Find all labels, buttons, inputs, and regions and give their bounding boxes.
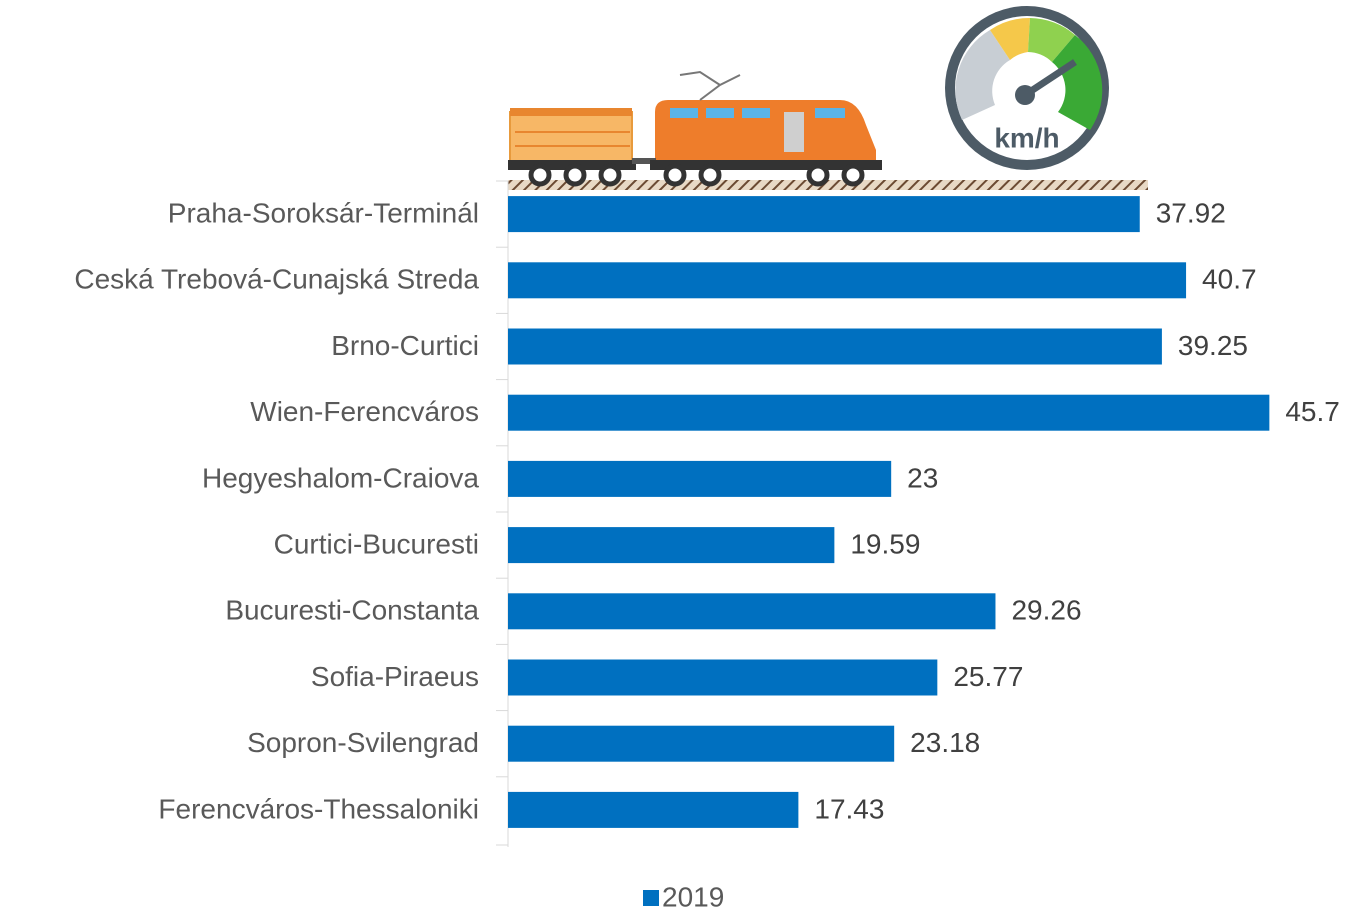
data-label: 23 xyxy=(907,462,938,493)
y-tick-label: Hegyeshalom-Craiova xyxy=(202,462,479,493)
gauge-illustration: km/h xyxy=(945,6,1109,170)
data-label: 40.7 xyxy=(1202,264,1257,295)
bar xyxy=(508,726,894,762)
y-tick-label: Praha-Soroksár-Terminál xyxy=(168,197,479,228)
gauge-label: km/h xyxy=(994,122,1059,153)
data-label: 37.92 xyxy=(1156,197,1226,228)
y-tick-label: Curtici-Bucuresti xyxy=(274,528,479,559)
legend-label: 2019 xyxy=(662,881,724,912)
bar xyxy=(508,527,834,563)
data-label: 29.26 xyxy=(1011,595,1081,626)
bar xyxy=(508,196,1140,232)
y-tick-label: Ferencváros-Thessaloniki xyxy=(158,793,479,824)
data-label: 39.25 xyxy=(1178,330,1248,361)
data-label: 25.77 xyxy=(953,661,1023,692)
y-tick-label: Brno-Curtici xyxy=(331,330,479,361)
bar xyxy=(508,660,937,696)
bar xyxy=(508,262,1186,298)
chart: km/h Praha-Soroksár-Terminál Ceská Trebov… xyxy=(0,0,1355,913)
bar xyxy=(508,395,1269,431)
bar xyxy=(508,329,1162,365)
data-label: 45.7 xyxy=(1285,396,1340,427)
y-tick-label: Sopron-Svilengrad xyxy=(247,727,479,758)
y-tick-label: Ceská Trebová-Cunajská Streda xyxy=(74,264,479,295)
y-tick-label: Wien-Ferencváros xyxy=(250,396,479,427)
bar xyxy=(508,792,798,828)
y-tick-label: Bucuresti-Constanta xyxy=(225,595,479,626)
data-label: 23.18 xyxy=(910,727,980,758)
bar xyxy=(508,593,995,629)
bar xyxy=(508,461,891,497)
y-tick-label: Sofia-Piraeus xyxy=(311,661,479,692)
data-label: 17.43 xyxy=(814,793,884,824)
data-label: 19.59 xyxy=(850,528,920,559)
legend-swatch xyxy=(643,890,659,906)
